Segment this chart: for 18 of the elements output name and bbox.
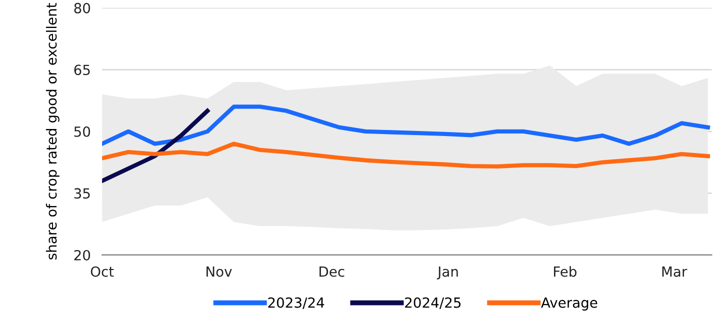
y-tick-label: 65 (74, 64, 90, 76)
y-tick-label: 20 (74, 250, 90, 260)
y-tick-label: 35 (74, 188, 90, 199)
legend-label: 2023/24 (268, 297, 324, 309)
x-tick-label: Jan (436, 266, 458, 280)
line-series (102, 142, 710, 169)
legend-label: Average (541, 298, 598, 311)
x-tick-label: Oct (90, 266, 114, 277)
y-tick-label: 50 (74, 126, 90, 137)
x-tick-label: Feb (554, 266, 576, 277)
line-series (102, 108, 210, 183)
x-tick-label: Mar (662, 266, 688, 277)
x-tick-label: Dec (320, 266, 344, 277)
y-tick-label: 80 (74, 2, 90, 14)
legend-label: 2024/25 (405, 297, 461, 309)
x-tick-label: Nov (206, 266, 232, 277)
y-axis-title: share of crop rated good or excellent (46, 2, 60, 260)
line-series (102, 104, 710, 146)
